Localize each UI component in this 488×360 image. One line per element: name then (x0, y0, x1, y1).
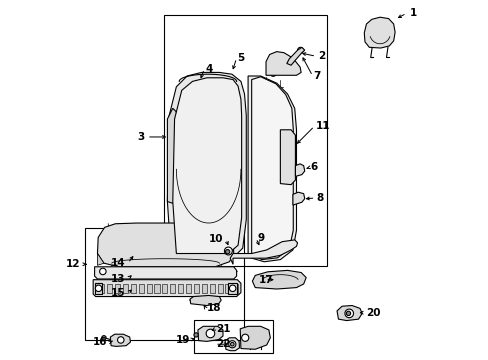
Text: 22: 22 (215, 339, 230, 349)
Bar (99, 284, 104, 293)
Bar (185, 284, 191, 293)
Bar (139, 284, 143, 293)
Polygon shape (198, 326, 223, 341)
Polygon shape (94, 267, 236, 279)
Text: 8: 8 (316, 193, 323, 203)
Polygon shape (167, 72, 246, 260)
Circle shape (267, 63, 274, 71)
Polygon shape (252, 270, 305, 289)
Polygon shape (224, 338, 239, 351)
Bar (131, 284, 136, 293)
Bar (194, 320, 273, 353)
Polygon shape (190, 296, 221, 306)
Bar (225, 284, 230, 293)
Bar (178, 284, 183, 293)
Polygon shape (230, 240, 297, 264)
Text: 17: 17 (258, 275, 273, 285)
Text: 15: 15 (111, 288, 125, 298)
Circle shape (229, 285, 235, 292)
Polygon shape (110, 334, 130, 346)
Circle shape (100, 268, 106, 275)
Bar (154, 284, 159, 293)
Bar (85, 228, 244, 339)
Circle shape (297, 47, 303, 53)
Text: 14: 14 (111, 258, 125, 268)
Text: 12: 12 (65, 259, 80, 269)
Bar (228, 283, 237, 294)
Circle shape (276, 61, 283, 68)
Circle shape (230, 342, 234, 346)
Polygon shape (172, 78, 241, 253)
Polygon shape (364, 17, 394, 48)
Polygon shape (93, 280, 241, 297)
Bar (94, 283, 102, 294)
Text: 3: 3 (137, 132, 144, 142)
Polygon shape (167, 108, 176, 203)
Bar (202, 284, 206, 293)
Text: 2: 2 (317, 51, 325, 61)
Polygon shape (240, 326, 270, 349)
Bar (170, 284, 175, 293)
Bar (209, 284, 214, 293)
Text: 16: 16 (93, 337, 107, 347)
Bar (194, 284, 199, 293)
Text: 1: 1 (408, 8, 416, 18)
Polygon shape (97, 223, 233, 267)
Circle shape (224, 247, 232, 255)
Polygon shape (292, 192, 304, 205)
Polygon shape (336, 306, 362, 320)
Bar (217, 284, 222, 293)
Polygon shape (247, 76, 296, 262)
Circle shape (95, 285, 102, 292)
Circle shape (117, 337, 124, 343)
Bar (107, 284, 112, 293)
Bar (122, 284, 128, 293)
Polygon shape (280, 130, 295, 185)
Polygon shape (265, 51, 301, 75)
Circle shape (297, 197, 302, 202)
Polygon shape (97, 253, 104, 265)
Circle shape (102, 336, 106, 340)
Bar (146, 284, 151, 293)
Polygon shape (295, 164, 304, 176)
Circle shape (194, 333, 198, 337)
Bar (233, 284, 238, 293)
Text: 18: 18 (206, 303, 221, 314)
Text: 6: 6 (310, 162, 317, 172)
Text: 9: 9 (257, 233, 264, 243)
Polygon shape (251, 77, 293, 260)
Bar (163, 15, 326, 266)
Polygon shape (286, 47, 304, 65)
Circle shape (344, 309, 353, 318)
Text: 7: 7 (313, 71, 321, 81)
Text: 4: 4 (204, 64, 212, 74)
Text: 13: 13 (111, 274, 125, 284)
Text: 10: 10 (208, 234, 223, 244)
Text: 20: 20 (366, 308, 380, 318)
Circle shape (298, 167, 304, 173)
Bar (115, 284, 120, 293)
Circle shape (346, 311, 350, 316)
Text: 21: 21 (215, 324, 230, 334)
Text: 11: 11 (315, 121, 329, 131)
Circle shape (270, 71, 276, 76)
Text: 19: 19 (175, 334, 190, 345)
Circle shape (241, 334, 248, 341)
Circle shape (225, 249, 229, 254)
Circle shape (228, 341, 235, 348)
Circle shape (206, 329, 214, 338)
Bar (162, 284, 167, 293)
Text: 5: 5 (237, 53, 244, 63)
